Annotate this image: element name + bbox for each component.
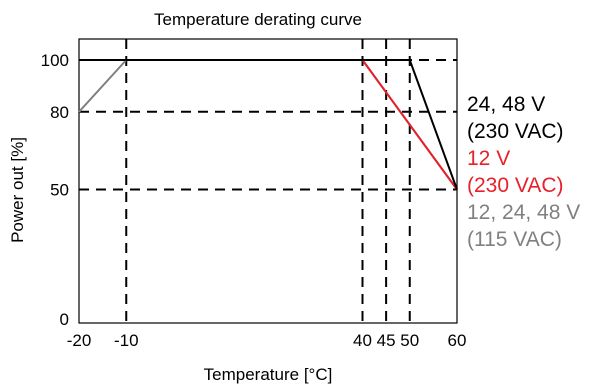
y-tick-label: 100: [41, 51, 69, 70]
chart-title: Temperature derating curve: [154, 10, 362, 29]
y-tick-label: 0: [60, 310, 69, 329]
legend-entry: 12 V: [467, 147, 510, 170]
series-line: [78, 59, 458, 191]
y-tick-label: 50: [50, 181, 69, 200]
reference-lines: [79, 39, 457, 323]
x-tick-label: 50: [400, 331, 419, 350]
y-axis-label: Power out [%]: [8, 137, 27, 243]
x-tick-label: 60: [448, 331, 467, 350]
series-lines: [78, 59, 458, 191]
series-line: [79, 59, 458, 191]
x-tick-label: -10: [114, 331, 139, 350]
x-axis-label: Temperature [°C]: [204, 365, 333, 384]
x-tick-label: -20: [67, 331, 92, 350]
series-line: [79, 59, 458, 190]
y-tick-label: 80: [50, 103, 69, 122]
legend-entry: 24, 48 V: [467, 93, 545, 116]
x-tick-label: 45: [377, 331, 396, 350]
legend-entry: (115 VAC): [467, 228, 562, 251]
legend-entry: 12, 24, 48 V: [467, 201, 580, 224]
legend: 24, 48 V (230 VAC) 12 V (230 VAC) 12, 24, 48…: [467, 93, 580, 251]
x-tick-label: 40: [353, 331, 372, 350]
plot-frame: [78, 38, 458, 324]
legend-entry: (230 VAC): [467, 120, 563, 143]
legend-entry: (230 VAC): [467, 174, 563, 197]
